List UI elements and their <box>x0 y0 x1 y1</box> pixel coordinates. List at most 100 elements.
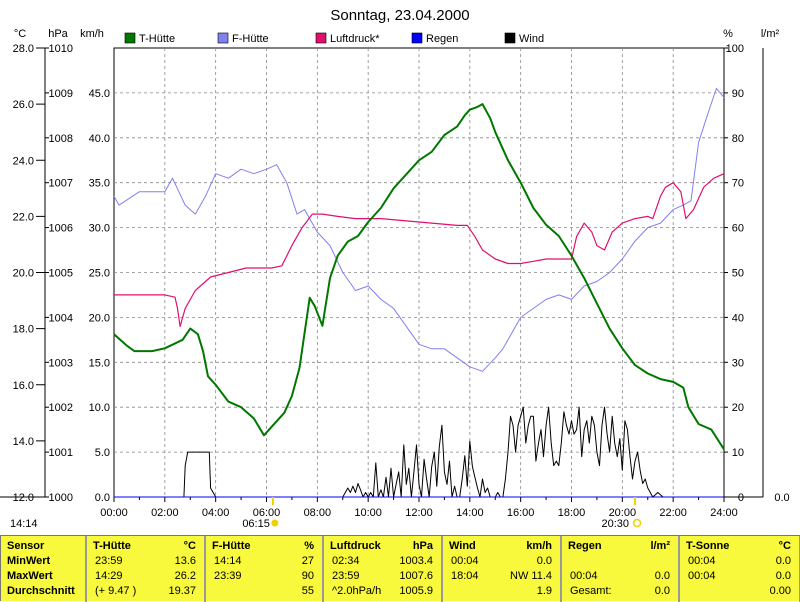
pressure-tick-label: 1005 <box>49 268 73 280</box>
temp-tick-label: 24.0 <box>13 155 34 167</box>
series-line-fhtte <box>113 87 725 372</box>
pressure-tick-label: 1001 <box>49 447 73 459</box>
x-tick-label: 12:00 <box>405 507 433 519</box>
series-line-wind <box>114 406 724 498</box>
x-tick-label: 08:00 <box>304 507 332 519</box>
stats-time-value: 23:59 <box>95 555 123 567</box>
stats-column-wind: Wind km/h 00:04 0.0 18:04 NW 11.4 1.9 <box>443 536 562 602</box>
humidity-tick-label: 100 <box>726 43 744 55</box>
humidity-tick-label: 30 <box>732 357 744 369</box>
humidity-axis-unit: % <box>723 28 733 40</box>
stats-value: 0.0 <box>775 555 791 567</box>
stats-value: 26.2 <box>174 570 196 582</box>
sunrise-icon <box>271 519 279 527</box>
humidity-tick-label: 0 <box>738 492 744 504</box>
pressure-tick-label: 1003 <box>49 357 73 369</box>
x-tick-label: 00:00 <box>100 507 128 519</box>
stats-sensor-unit: °C <box>183 540 196 552</box>
legend-swatch-4 <box>504 32 516 44</box>
stats-value: 0.0 <box>775 570 791 582</box>
wind-tick-label: 45.0 <box>89 88 110 100</box>
stats-sensor-unit: % <box>304 540 314 552</box>
stats-sensor-name: Luftdruck <box>330 540 381 552</box>
legend-label-1: F-Hütte <box>232 33 269 45</box>
x-tick-label: 10:00 <box>354 507 382 519</box>
x-tick-label: 16:00 <box>507 507 535 519</box>
humidity-tick-label: 90 <box>732 88 744 100</box>
x-tick-label: 14:00 <box>456 507 484 519</box>
pressure-tick-label: 1000 <box>49 492 73 504</box>
stats-label-sensor: Sensor <box>7 540 45 552</box>
humidity-tick-label: 60 <box>732 223 744 235</box>
stats-sensor-unit: hPa <box>412 540 433 552</box>
x-tick-label: 02:00 <box>151 507 179 519</box>
stats-value: 1007.6 <box>399 570 433 582</box>
legend-label-4: Wind <box>519 33 544 45</box>
wind-tick-label: 5.0 <box>95 447 110 459</box>
statistics-table: Sensor MinWert MaxWert Durchschnitt T-Hü… <box>0 535 800 602</box>
rain-axis-unit: l/m² <box>761 28 780 40</box>
stats-sensor-name: Wind <box>449 540 476 552</box>
pressure-tick-label: 1009 <box>49 88 73 100</box>
sunrise-time-label: 06:15 <box>242 518 270 530</box>
x-tick-label: 24:00 <box>710 507 738 519</box>
legend-swatch-3 <box>411 32 423 44</box>
stats-value: 0.0 <box>654 570 670 582</box>
legend-label-2: Luftdruck* <box>330 33 380 45</box>
stats-sensor-name: T-Sonne <box>686 540 730 552</box>
pressure-tick-label: 1004 <box>49 312 73 324</box>
temp-tick-label: 18.0 <box>13 324 34 336</box>
wind-tick-label: 20.0 <box>89 312 110 324</box>
stats-time-value: 00:04 <box>570 570 598 582</box>
stats-column-regen: Regen l/m² 00:04 0.0 Gesamt: 0.0 <box>562 536 680 602</box>
stats-time-value: ^2.0hPa/h <box>332 585 382 597</box>
stats-time-value: 00:04 <box>688 555 716 567</box>
temp-tick-label: 12.0 <box>13 492 34 504</box>
chart-title: Sonntag, 23.04.2000 <box>330 7 469 24</box>
pressure-tick-label: 1007 <box>49 178 73 190</box>
pressure-tick-label: 1008 <box>49 133 73 145</box>
legend-label-0: T-Hütte <box>139 33 175 45</box>
legend-swatch-1 <box>217 32 229 44</box>
stats-time-value: 00:04 <box>451 555 479 567</box>
rain-tick-label: 0.0 <box>774 492 789 504</box>
humidity-tick-label: 40 <box>732 312 744 324</box>
stats-column-luftdruck: Luftdruck hPa 02:34 1003.4 23:59 1007.6 ^2.0hP… <box>324 536 443 602</box>
humidity-tick-label: 70 <box>732 178 744 190</box>
temp-tick-label: 26.0 <box>13 99 34 111</box>
stats-value: 0.0 <box>654 585 670 597</box>
stats-sensor-name: Regen <box>568 540 602 552</box>
x-tick-label: 06:00 <box>253 507 281 519</box>
pressure-tick-label: 1002 <box>49 402 73 414</box>
humidity-tick-label: 10 <box>732 447 744 459</box>
wind-tick-label: 35.0 <box>89 178 110 190</box>
stats-label-column: Sensor MinWert MaxWert Durchschnitt <box>1 536 87 602</box>
stats-value: 1.9 <box>536 585 552 597</box>
wind-tick-label: 30.0 <box>89 223 110 235</box>
temp-tick-label: 22.0 <box>13 211 34 223</box>
temp-tick-label: 14.0 <box>13 436 34 448</box>
series-line-luftdruck <box>114 173 725 327</box>
x-tick-label: 18:00 <box>558 507 586 519</box>
sunset-icon <box>632 518 642 528</box>
stats-column-tsonne: T-Sonne °C 00:04 0.0 00:04 0.0 0.00 <box>680 536 800 602</box>
temp-tick-label: 20.0 <box>13 268 34 280</box>
legend-swatch-2 <box>315 32 327 44</box>
stats-value: 1003.4 <box>399 555 433 567</box>
stats-time-value: (+ 9.47 ) <box>95 585 137 597</box>
stats-value: 13.6 <box>174 555 196 567</box>
stats-time-value: 00:04 <box>688 570 716 582</box>
legend-swatch-0 <box>124 32 136 44</box>
stats-time-value: 23:39 <box>214 570 242 582</box>
stats-value: 55 <box>301 585 314 597</box>
humidity-tick-label: 20 <box>732 402 744 414</box>
stats-time-value: 02:34 <box>332 555 360 567</box>
stats-time-value: 14:14 <box>214 555 242 567</box>
weather-chart: Sonntag, 23.04.2000 °C hPa km/h% l/m² T-Hütte… <box>0 7 790 530</box>
humidity-tick-label: 50 <box>732 268 744 280</box>
sunset-time-label: 20:30 <box>602 518 630 530</box>
x-tick-label: 20:00 <box>609 507 637 519</box>
legend-label-3: Regen <box>426 33 458 45</box>
humidity-tick-label: 80 <box>732 133 744 145</box>
